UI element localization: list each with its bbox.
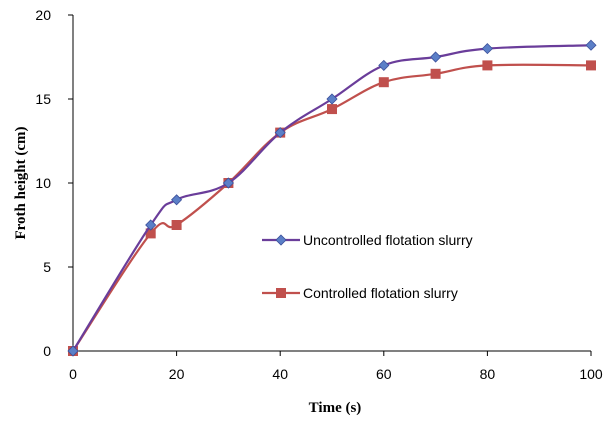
x-tick-label: 60 <box>376 366 392 382</box>
x-tick-label: 100 <box>579 366 603 382</box>
legend-label: Controlled flotation slurry <box>303 285 458 301</box>
data-point <box>326 93 338 105</box>
y-tick-label: 10 <box>35 175 51 191</box>
y-tick-label: 15 <box>35 91 51 107</box>
data-point <box>586 60 596 71</box>
series-uncontrolled <box>67 39 597 357</box>
data-point <box>171 194 183 206</box>
legend-swatch-marker <box>275 234 287 246</box>
y-ticks: 0 5 10 15 20 <box>35 7 73 359</box>
x-axis-title: Time (s) <box>309 400 362 416</box>
legend: Uncontrolled flotation slurry Controlled … <box>262 232 473 301</box>
x-tick-label: 80 <box>480 366 496 382</box>
data-point <box>67 345 79 357</box>
data-point <box>378 59 390 71</box>
data-point <box>430 68 441 79</box>
data-point <box>378 77 389 88</box>
x-ticks: 0 20 40 60 80 100 <box>69 351 603 382</box>
x-tick-label: 0 <box>69 366 77 382</box>
y-tick-label: 20 <box>35 7 51 23</box>
data-point <box>222 177 234 189</box>
data-point <box>327 104 337 115</box>
data-point <box>430 51 442 63</box>
data-point <box>145 228 156 239</box>
series-line <box>72 63 592 352</box>
data-point <box>481 43 493 55</box>
data-point <box>171 220 182 230</box>
data-point <box>482 60 493 71</box>
series-line <box>72 44 592 352</box>
series-layer <box>67 39 597 357</box>
legend-label: Uncontrolled flotation slurry <box>303 232 473 248</box>
legend-item: Controlled flotation slurry <box>262 285 458 301</box>
y-tick-label: 5 <box>43 259 51 275</box>
legend-swatch-marker <box>276 288 286 298</box>
data-point <box>274 127 286 139</box>
data-point <box>145 219 157 231</box>
y-tick-label: 0 <box>43 343 51 359</box>
x-tick-label: 20 <box>169 366 185 382</box>
series-controlled <box>68 60 596 356</box>
plot-area: 0 20 40 60 80 100 0 5 10 15 20 <box>35 7 602 382</box>
x-tick-label: 40 <box>272 366 288 382</box>
data-point <box>585 39 597 51</box>
y-axis-title: Froth height (cm) <box>13 126 29 239</box>
legend-item: Uncontrolled flotation slurry <box>262 232 473 248</box>
